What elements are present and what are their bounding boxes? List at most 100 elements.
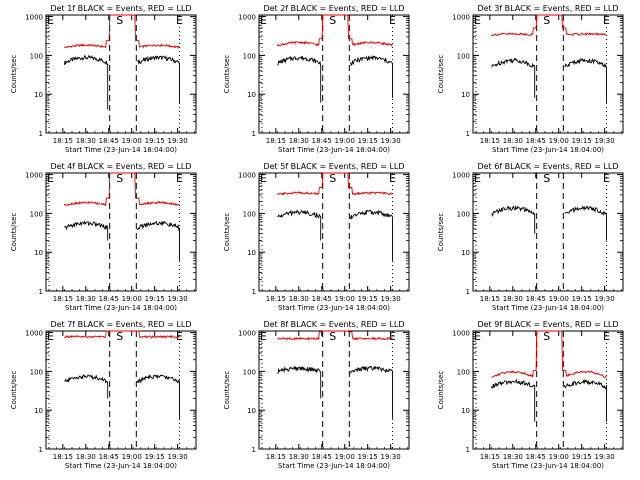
y-axis-label: Counts/sec: [10, 55, 18, 94]
x-tick-label: 19:00: [122, 295, 142, 303]
x-tick-label: 18:15: [53, 137, 73, 145]
panel-title: Det 4f BLACK = Events, RED = LLD: [50, 162, 191, 171]
y-tick-label: 1000: [238, 14, 256, 22]
panel-title: Det 6f BLACK = Events, RED = LLD: [477, 162, 618, 171]
marker-e-right: E: [389, 330, 396, 343]
x-tick-label: 18:15: [53, 453, 73, 461]
x-tick-label: 18:45: [312, 295, 332, 303]
marker-s: S: [329, 330, 336, 343]
x-axis-label: Start Time (23-Jun-14 18:04:00): [492, 304, 604, 312]
y-tick-label: 100: [243, 52, 256, 60]
y-axis-label: Counts/sec: [223, 55, 231, 94]
y-tick-label: 1: [466, 446, 470, 454]
panel-det-9: Det 9f BLACK = Events, RED = LLD 1 10 100 10…: [437, 320, 624, 470]
plot-frame: [258, 172, 410, 292]
x-tick-label: 18:45: [99, 295, 119, 303]
plot-frame: [472, 330, 624, 450]
x-tick-label: 18:15: [266, 295, 286, 303]
x-tick-label: 19:30: [381, 453, 401, 461]
x-tick-label: 18:30: [289, 295, 309, 303]
x-axis-label: Start Time (23-Jun-14 18:04:00): [278, 462, 390, 470]
y-tick-label: 10: [34, 249, 43, 257]
x-tick-label: 18:45: [312, 453, 332, 461]
y-axis-label: Counts/sec: [223, 371, 231, 410]
marker-e-left: E: [47, 14, 54, 27]
plot-frame: [472, 14, 624, 134]
marker-s: S: [329, 14, 336, 27]
x-axis-label: Start Time (23-Jun-14 18:04:00): [492, 462, 604, 470]
x-tick-label: 19:15: [145, 295, 165, 303]
marker-e-right: E: [603, 172, 610, 185]
series-lld: [277, 330, 393, 341]
x-tick-label: 19:15: [145, 137, 165, 145]
x-tick-label: 18:45: [526, 295, 546, 303]
y-tick-label: 10: [461, 407, 470, 415]
x-tick-label: 19:30: [595, 453, 615, 461]
x-tick-label: 19:00: [335, 137, 355, 145]
x-axis-label: Start Time (23-Jun-14 18:04:00): [65, 304, 177, 312]
x-tick-label: 18:30: [289, 137, 309, 145]
x-tick-label: 19:15: [358, 137, 378, 145]
series-events: [491, 204, 607, 241]
series-lld: [63, 172, 180, 207]
series-lld: [491, 330, 607, 379]
x-tick-label: 18:45: [312, 137, 332, 145]
series-lld: [63, 14, 180, 50]
y-tick-label: 1000: [452, 14, 470, 22]
x-tick-label: 19:00: [335, 453, 355, 461]
y-tick-label: 10: [247, 91, 256, 99]
marker-e-right: E: [603, 14, 610, 27]
plot-frame: [258, 14, 410, 134]
y-tick-label: 1: [39, 288, 43, 296]
panel-det-8: Det 8f BLACK = Events, RED = LLD 1 10 100 10…: [223, 320, 410, 470]
x-tick-label: 19:00: [549, 295, 569, 303]
y-tick-label: 10: [34, 91, 43, 99]
y-axis-label: Counts/sec: [437, 213, 445, 252]
x-tick-label: 19:00: [122, 137, 142, 145]
y-axis-label: Counts/sec: [437, 55, 445, 94]
series-events: [64, 374, 180, 419]
y-tick-label: 1: [466, 288, 470, 296]
x-tick-label: 18:30: [76, 137, 96, 145]
x-tick-label: 19:30: [595, 137, 615, 145]
x-axis-label: Start Time (23-Jun-14 18:04:00): [278, 146, 390, 154]
series-lld: [64, 330, 180, 339]
y-tick-label: 100: [243, 368, 256, 376]
panel-title: Det 9f BLACK = Events, RED = LLD: [477, 320, 618, 329]
x-tick-label: 19:15: [358, 453, 378, 461]
x-tick-label: 18:15: [480, 295, 500, 303]
x-axis-label: Start Time (23-Jun-14 18:04:00): [65, 462, 177, 470]
x-axis-label: Start Time (23-Jun-14 18:04:00): [492, 146, 604, 154]
y-tick-label: 10: [247, 249, 256, 257]
x-tick-label: 19:30: [168, 137, 188, 145]
panel-det-4: Det 4f BLACK = Events, RED = LLD 1 10 100 10…: [10, 162, 197, 312]
y-tick-label: 100: [243, 210, 256, 218]
panel-det-3: Det 3f BLACK = Events, RED = LLD 1 10 100 10…: [437, 4, 624, 154]
y-tick-label: 100: [30, 368, 43, 376]
y-tick-label: 1000: [25, 14, 43, 22]
x-tick-label: 19:15: [145, 453, 165, 461]
y-tick-label: 1: [466, 130, 470, 138]
x-tick-label: 18:45: [526, 453, 546, 461]
plot-frame: [45, 14, 197, 134]
panel-title: Det 5f BLACK = Events, RED = LLD: [263, 162, 404, 171]
x-tick-label: 19:00: [122, 453, 142, 461]
y-tick-label: 1000: [25, 330, 43, 338]
plot-frame: [258, 330, 410, 450]
y-tick-label: 10: [247, 407, 256, 415]
y-tick-label: 1000: [25, 172, 43, 180]
plot-frame: [45, 330, 197, 450]
series-events: [277, 365, 393, 419]
x-tick-label: 18:30: [503, 137, 523, 145]
y-tick-label: 1000: [452, 172, 470, 180]
marker-e-left: E: [260, 330, 267, 343]
series-events: [64, 219, 180, 261]
x-axis-label: Start Time (23-Jun-14 18:04:00): [278, 304, 390, 312]
x-tick-label: 19:15: [572, 137, 592, 145]
x-tick-label: 18:45: [99, 453, 119, 461]
panel-title: Det 7f BLACK = Events, RED = LLD: [50, 320, 191, 329]
series-events: [277, 209, 393, 261]
marker-e-left: E: [260, 172, 267, 185]
y-tick-label: 100: [30, 210, 43, 218]
y-tick-label: 10: [461, 91, 470, 99]
